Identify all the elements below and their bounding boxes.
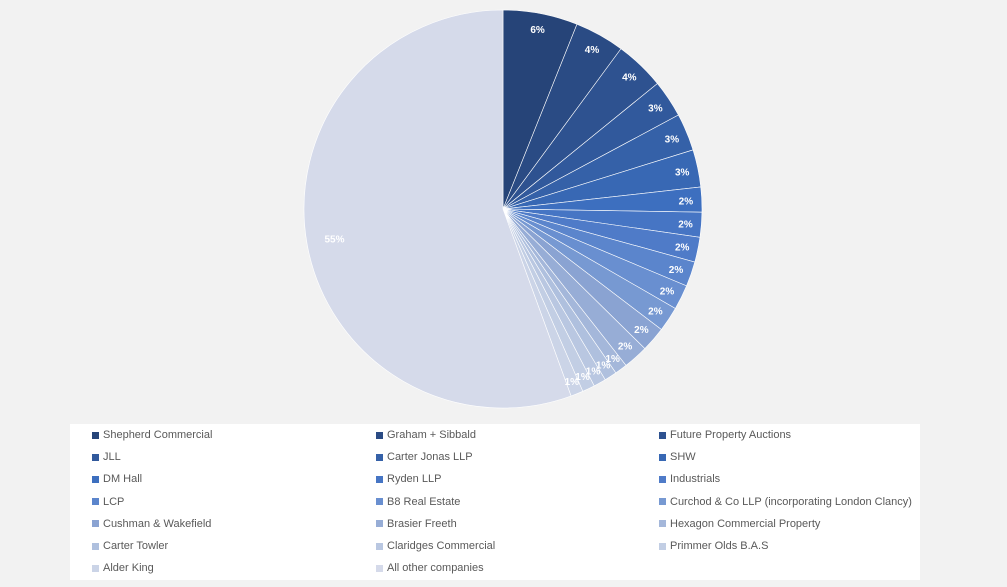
pie-slice-19	[303, 9, 572, 409]
pie-data-label-18: 1%	[565, 377, 580, 388]
legend-swatch	[376, 498, 383, 506]
pie-data-label-3: 3%	[648, 104, 663, 115]
legend-item-3: JLL	[92, 451, 121, 463]
legend-label: Graham + Sibbald	[387, 429, 476, 441]
legend-swatch	[659, 475, 666, 483]
pie-data-label-9: 2%	[669, 265, 684, 276]
pie-data-label-19: 55%	[324, 235, 344, 246]
legend-swatch	[92, 475, 99, 483]
legend-swatch	[92, 564, 99, 572]
pie-data-label-15: 1%	[596, 361, 611, 372]
pie-data-label-16: 1%	[586, 367, 601, 378]
legend-item-2: Future Property Auctions	[659, 429, 791, 441]
legend-label: JLL	[103, 451, 121, 464]
legend-item-11: Curchod & Co LLP (incorporating London C…	[659, 496, 912, 508]
legend-swatch	[92, 431, 99, 439]
pie-data-label-7: 2%	[678, 220, 693, 231]
pie-data-label-1: 4%	[585, 45, 600, 56]
legend-label: Carter Jonas LLP	[387, 451, 473, 464]
legend-label: Claridges Commercial	[387, 540, 496, 552]
legend-item-17: Primmer Olds B.A.S	[659, 540, 768, 552]
legend-item-0: Shepherd Commercial	[92, 429, 212, 441]
pie-data-label-8: 2%	[675, 243, 690, 254]
pie-data-label-5: 3%	[675, 168, 690, 179]
pie-chart-svg: 6%4%4%3%3%3%2%2%2%2%2%2%2%2%1%1%1%1%1%55…	[303, 9, 703, 409]
legend-label: SHW	[670, 451, 696, 464]
legend-swatch	[92, 453, 99, 461]
pie-data-label-14: 1%	[605, 354, 620, 365]
legend-label: Brasier Freeth	[387, 517, 457, 530]
legend-label: LCP	[103, 495, 125, 508]
legend-item-14: Hexagon Commercial Property	[659, 518, 820, 530]
legend-item-18: Alder King	[92, 562, 154, 574]
legend-swatch	[376, 453, 383, 461]
legend-swatch	[92, 520, 99, 528]
legend-swatch	[659, 453, 666, 461]
legend-swatch	[659, 542, 666, 550]
chart-legend: Shepherd Commercial Graham + Sibbald Futur…	[70, 424, 920, 580]
legend-swatch	[376, 431, 383, 439]
legend-item-15: Carter Towler	[92, 540, 168, 552]
pie-data-label-4: 3%	[665, 134, 680, 145]
legend-swatch	[376, 475, 383, 483]
legend-item-8: Industrials	[659, 473, 720, 485]
legend-label: Alder King	[103, 562, 154, 575]
pie-data-label-2: 4%	[622, 73, 637, 84]
legend-item-12: Cushman & Wakefield	[92, 518, 211, 530]
pie-data-label-10: 2%	[660, 286, 675, 297]
legend-swatch	[92, 498, 99, 506]
legend-item-19: All other companies	[376, 562, 484, 574]
legend-label: Primmer Olds B.A.S	[670, 540, 769, 552]
legend-item-5: SHW	[659, 451, 696, 463]
legend-item-9: LCP	[92, 496, 124, 508]
legend-label: Shepherd Commercial	[103, 429, 213, 441]
legend-label: All other companies	[387, 562, 484, 575]
pie-data-label-12: 2%	[634, 325, 649, 336]
legend-label: Cushman & Wakefield	[103, 517, 212, 530]
legend-item-1: Graham + Sibbald	[376, 429, 476, 441]
pie-data-label-0: 6%	[530, 25, 545, 36]
legend-item-7: Ryden LLP	[376, 473, 441, 485]
legend-swatch	[376, 520, 383, 528]
legend-swatch	[376, 564, 383, 572]
pie-data-label-11: 2%	[648, 306, 663, 317]
legend-swatch	[92, 542, 99, 550]
legend-label: Industrials	[670, 473, 721, 486]
legend-label: Curchod & Co LLP (incorporating London C…	[670, 495, 912, 508]
legend-label: Hexagon Commercial Property	[670, 517, 821, 530]
legend-label: DM Hall	[103, 473, 143, 486]
legend-label: Future Property Auctions	[670, 429, 792, 441]
legend-item-13: Brasier Freeth	[376, 518, 457, 530]
legend-label: Ryden LLP	[387, 473, 442, 486]
legend-label: Carter Towler	[103, 540, 169, 552]
legend-swatch	[659, 498, 666, 506]
legend-label: B8 Real Estate	[387, 495, 461, 508]
legend-item-4: Carter Jonas LLP	[376, 451, 473, 463]
pie-chart: 6% 4% 4% 3% 3% 3% 2% 2% 2% 2% 2% 2% 2% 2% 1% 1% 1% 1% 1% 55…	[303, 9, 703, 409]
legend-swatch	[376, 542, 383, 550]
legend-swatch	[659, 431, 666, 439]
legend-item-16: Claridges Commercial	[376, 540, 495, 552]
legend-swatch	[659, 520, 666, 528]
pie-data-label-6: 2%	[679, 196, 694, 207]
legend-item-6: DM Hall	[92, 473, 142, 485]
pie-data-label-13: 2%	[618, 341, 633, 352]
legend-item-10: B8 Real Estate	[376, 496, 460, 508]
pie-data-label-17: 1%	[575, 372, 590, 383]
